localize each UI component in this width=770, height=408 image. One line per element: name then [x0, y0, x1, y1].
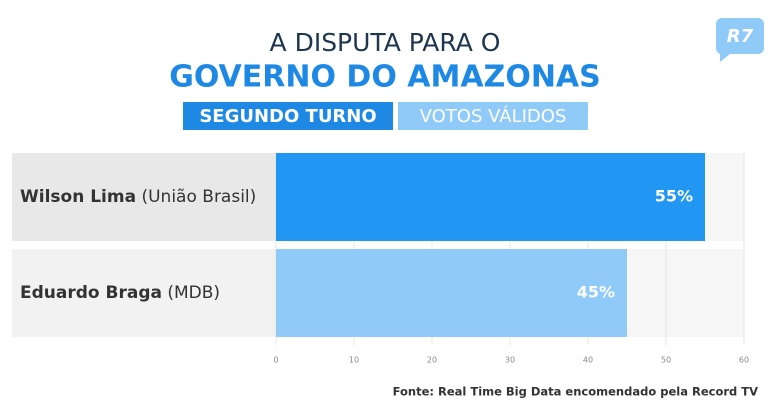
category-label: Eduardo Braga (MDB) [20, 283, 220, 303]
chart-title: A DISPUTA PARA O [270, 28, 501, 57]
x-tick-label: 20 [427, 356, 437, 365]
logo: R7 [727, 26, 754, 47]
bar [276, 153, 705, 241]
party: (União Brasil) [141, 187, 256, 207]
chart-subtitle: GOVERNO DO AMAZONAS [169, 60, 601, 95]
x-tick-label: 40 [583, 356, 593, 365]
value-label: 55% [655, 187, 693, 206]
tag: VOTOS VÁLIDOS [420, 105, 567, 127]
category-label: Wilson Lima (União Brasil) [20, 187, 256, 207]
tag: SEGUNDO TURNO [199, 106, 376, 127]
tag-background [183, 102, 393, 130]
tag-background [398, 102, 588, 130]
party: (MDB) [167, 283, 220, 303]
x-tick-label: 30 [505, 356, 515, 365]
value-label: 45% [577, 283, 615, 302]
x-tick-label: 0 [273, 356, 278, 365]
label-background [12, 153, 276, 241]
candidate-name: Eduardo Braga [20, 283, 162, 303]
bar [276, 249, 627, 337]
logo-bubble [715, 18, 764, 62]
x-tick-label: 50 [661, 356, 671, 365]
candidate-name: Wilson Lima [20, 187, 136, 207]
source: Fonte: Real Time Big Data encomendado pe… [393, 385, 758, 399]
x-tick-label: 10 [349, 356, 359, 365]
x-tick-label: 60 [739, 356, 749, 365]
label-background [12, 249, 276, 337]
